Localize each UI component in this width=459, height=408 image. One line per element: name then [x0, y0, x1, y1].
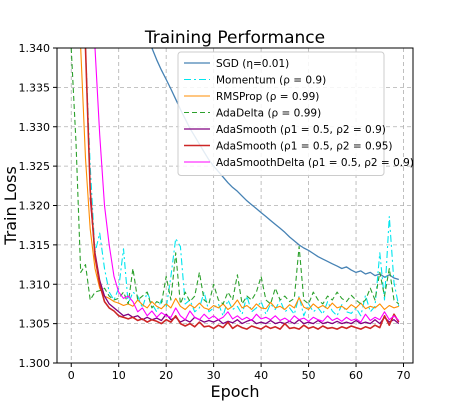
- series-line: [84, 48, 400, 317]
- x-tick-label: 20: [159, 369, 173, 382]
- legend-entry-label: RMSProp (ρ = 0.99): [216, 91, 319, 103]
- series-line: [84, 48, 400, 330]
- series-line: [70, 48, 400, 309]
- y-tick-label: 1.300: [19, 357, 51, 370]
- y-tick-label: 1.305: [19, 318, 51, 331]
- x-tick-label: 60: [349, 369, 363, 382]
- legend-entry-label: Momentum (ρ = 0.9): [216, 75, 326, 87]
- x-tick-label: 50: [302, 369, 316, 382]
- x-tick-label: 70: [397, 369, 411, 382]
- y-tick-label: 1.315: [19, 239, 51, 252]
- x-tick-label: 10: [112, 369, 126, 382]
- x-tick-label: 0: [68, 369, 75, 382]
- legend-box: [177, 51, 385, 176]
- y-tick-label: 1.325: [19, 160, 51, 173]
- legend-entry-label: AdaSmooth (ρ1 = 0.5, ρ2 = 0.95): [216, 141, 393, 153]
- series-line: [80, 48, 399, 311]
- y-tick-label: 1.340: [19, 42, 51, 55]
- y-tick-label: 1.310: [19, 278, 51, 291]
- legend: SGD (η=0.01) Momentum (ρ = 0.9) RMSProp (ρ…: [177, 51, 414, 176]
- series-line: [94, 48, 400, 323]
- legend-entry-label: AdaSmoothDelta (ρ1 = 0.5, ρ2 = 0.9): [216, 157, 414, 169]
- chart-title: Training Performance: [144, 28, 325, 48]
- y-tick-label: 1.330: [19, 121, 51, 134]
- legend-entry-label: SGD (η=0.01): [216, 58, 289, 70]
- y-tick-label: 1.335: [19, 81, 51, 94]
- legend-entry-label: AdaSmooth (ρ1 = 0.5, ρ2 = 0.9): [216, 124, 386, 136]
- axis-ticks: 0 10 20 30 40 50 60 70 1.300 1.305 1.310 1.315 1.320…: [19, 42, 411, 382]
- y-tick-label: 1.320: [19, 200, 51, 213]
- x-tick-label: 30: [207, 369, 221, 382]
- x-axis-label: Epoch: [211, 382, 260, 401]
- legend-entry-label: AdaDelta (ρ = 0.99): [216, 108, 321, 120]
- series-lines: [70, 48, 400, 330]
- y-axis-label: Train Loss: [1, 166, 20, 246]
- x-tick-label: 40: [254, 369, 268, 382]
